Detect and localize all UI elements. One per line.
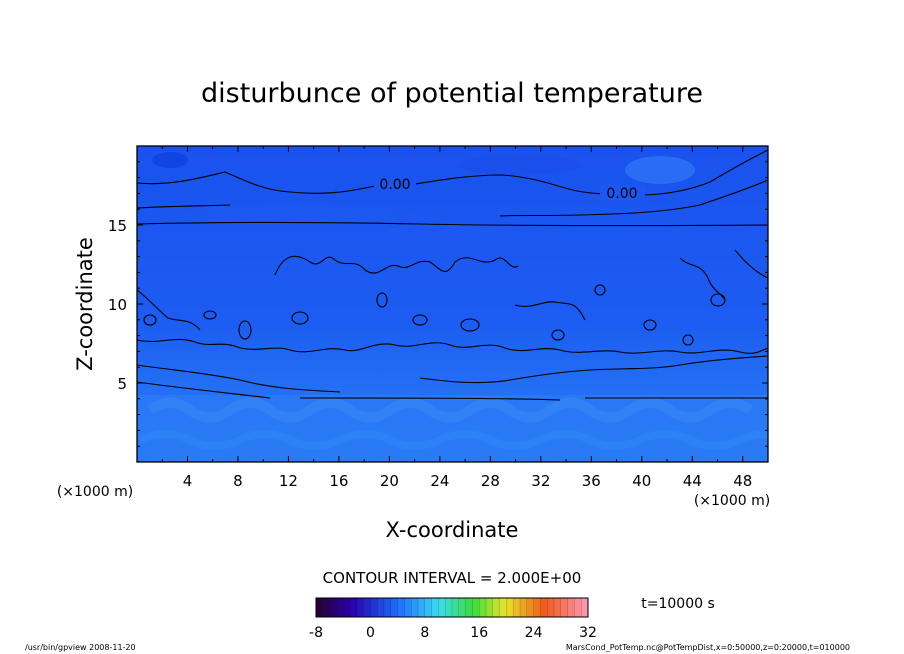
- colorbar-cell: [465, 598, 473, 617]
- x-tick-label: 12: [279, 472, 298, 490]
- y-axis: 5 10 15: [108, 161, 768, 447]
- plot-area: 0.00 0.00: [137, 146, 768, 462]
- colorbar-cell: [377, 598, 385, 617]
- colorbar-cell: [574, 598, 582, 617]
- x-tick-label: 36: [582, 472, 601, 490]
- colorbar-cell: [492, 598, 500, 617]
- y-tick-label: 10: [108, 296, 127, 314]
- colorbar-cell: [390, 598, 398, 617]
- x-tick-label: 4: [183, 472, 193, 490]
- colorbar-cell: [567, 598, 575, 617]
- x-unit-left: (×1000 m): [57, 484, 133, 500]
- contour-label-bg: [374, 176, 416, 192]
- colorbar-cell: [445, 598, 453, 617]
- x-axis: 4 8 12 16 20 24 28 32 36 40 44 48: [161, 146, 752, 490]
- colorbar-cell: [370, 598, 378, 617]
- colorbar-cell: [540, 598, 548, 617]
- colorbar-cell: [506, 598, 514, 617]
- colorbar-cell: [316, 598, 324, 617]
- colorbar-tick-label: -8: [309, 625, 323, 641]
- x-tick-label: 24: [430, 472, 449, 490]
- chart-title: disturbunce of potential temperature: [201, 78, 703, 109]
- colorbar-cell: [520, 598, 528, 617]
- colorbar-cell: [356, 598, 364, 617]
- field-pocket: [180, 205, 420, 225]
- colorbar-cell: [513, 598, 521, 617]
- x-unit-right: (×1000 m): [694, 493, 770, 509]
- colorbar-cell: [336, 598, 344, 617]
- colorbar-tick-label: 24: [525, 625, 543, 641]
- time-label: t=10000 s: [641, 596, 715, 612]
- x-tick-label: 48: [733, 472, 752, 490]
- colorbar-cell: [526, 598, 534, 617]
- colorbar-cell: [343, 598, 351, 617]
- colorbar-cell: [458, 598, 466, 617]
- contour-lines: [137, 149, 768, 401]
- colorbar-frame: [315, 597, 589, 618]
- colorbar-cell: [554, 598, 562, 617]
- x-tick-label: 8: [233, 472, 243, 490]
- x-tick-label: 44: [683, 472, 702, 490]
- colorbar-cell: [486, 598, 494, 617]
- colorbar-cell: [418, 598, 426, 617]
- x-tick-label: 32: [531, 472, 550, 490]
- colorbar-cell: [438, 598, 446, 617]
- footer-right: MarsCond_PotTemp.nc@PotTempDist,x=0:5000…: [566, 643, 850, 652]
- colorbar-tick-label: 0: [366, 625, 375, 641]
- contour-interval: CONTOUR INTERVAL = 2.000E+00: [323, 569, 582, 587]
- field-pocket: [625, 156, 695, 184]
- colorbar-cell: [560, 598, 568, 617]
- field-pocket: [152, 152, 188, 168]
- y-tick-label: 15: [108, 217, 127, 235]
- colorbar-cell: [404, 598, 412, 617]
- colorbar-cell: [452, 598, 460, 617]
- colorbar-cell: [533, 598, 541, 617]
- x-tick-label: 20: [380, 472, 399, 490]
- colorbar-cell: [479, 598, 487, 617]
- x-tick-label: 28: [481, 472, 500, 490]
- colorbar-tick-label: 8: [420, 625, 429, 641]
- colorbar-cell: [472, 598, 480, 617]
- colorbar-cell: [411, 598, 419, 617]
- field-pocket: [460, 155, 580, 175]
- x-axis-label: X-coordinate: [386, 518, 519, 542]
- y-tick-label: 5: [117, 375, 127, 393]
- colorbar-cell: [384, 598, 392, 617]
- colorbar-cell: [499, 598, 507, 617]
- colorbar-ticks: -8 0 8 16 24 32: [309, 625, 597, 641]
- lower-field-streaks: [138, 430, 768, 450]
- colorbar-cell: [397, 598, 405, 617]
- footer-left: /usr/bin/gpview 2008-11-20: [25, 643, 136, 652]
- colorbar-cell: [547, 598, 555, 617]
- contour-label-bg: [600, 185, 645, 201]
- colorbar-cell: [350, 598, 358, 617]
- colorbar-cell: [329, 598, 337, 617]
- x-tick-label: 40: [632, 472, 651, 490]
- contour-label: 0.00: [606, 186, 637, 202]
- colorbar-cell: [363, 598, 371, 617]
- colorbar-cell: [322, 598, 330, 617]
- x-tick-label: 16: [329, 472, 348, 490]
- colorbar: [315, 598, 589, 617]
- colorbar-cell: [581, 598, 589, 617]
- colorbar-cell: [424, 598, 432, 617]
- colorbar-tick-label: 16: [470, 625, 488, 641]
- contour-label: 0.00: [379, 177, 410, 193]
- y-axis-label: Z-coordinate: [73, 237, 97, 371]
- colorbar-cell: [431, 598, 439, 617]
- colorbar-tick-label: 32: [579, 625, 597, 641]
- lower-field-streaks: [147, 397, 753, 423]
